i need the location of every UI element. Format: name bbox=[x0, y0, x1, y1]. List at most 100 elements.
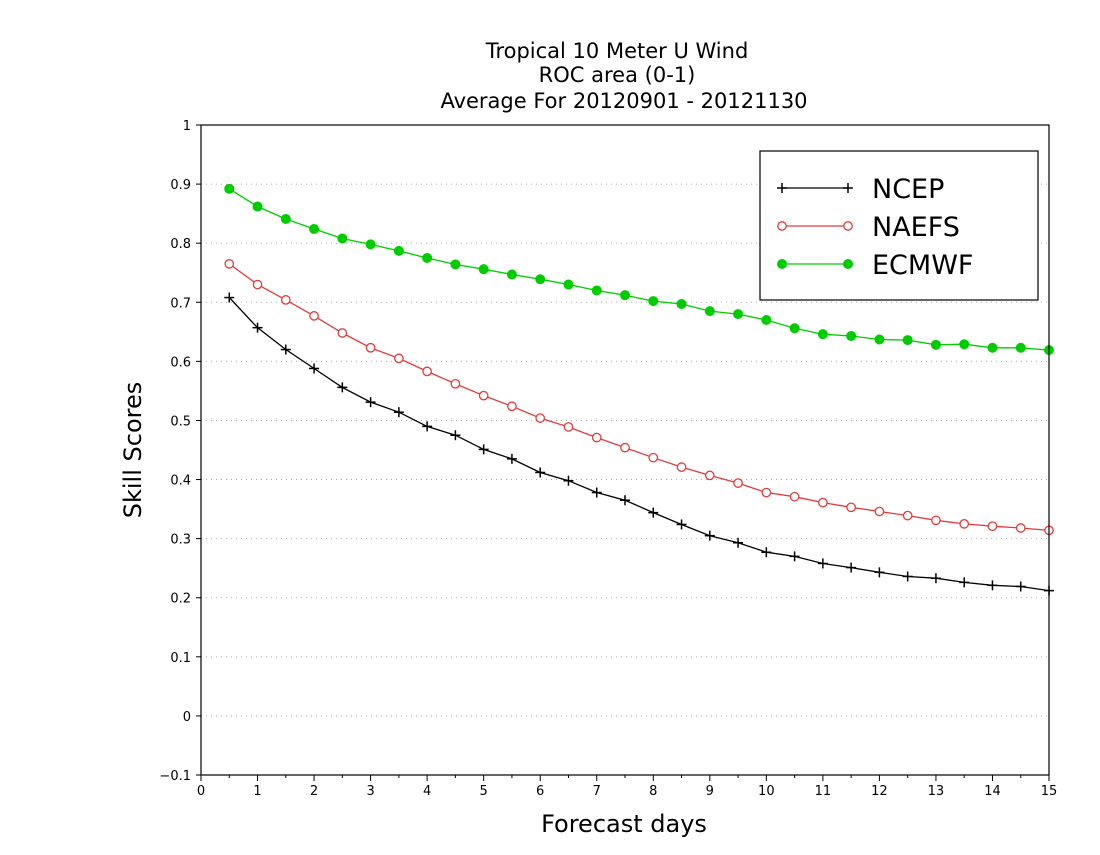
x-tick-label: 15 bbox=[1041, 784, 1058, 799]
legend-item-naefs: NAEFS bbox=[777, 212, 960, 243]
legend-marker bbox=[777, 259, 787, 269]
series-ncep bbox=[224, 292, 1054, 596]
data-point-naefs bbox=[507, 401, 517, 412]
data-point-naefs bbox=[846, 502, 856, 513]
data-point-ecmwf bbox=[535, 274, 546, 285]
data-point-ecmwf bbox=[393, 245, 404, 256]
data-point-ncep bbox=[422, 421, 433, 432]
x-tick-label: 2 bbox=[310, 784, 318, 799]
y-tick-label: 0.9 bbox=[170, 178, 191, 193]
data-point-naefs bbox=[365, 342, 376, 353]
y-tick-label: 0.7 bbox=[170, 296, 191, 311]
data-point-naefs bbox=[620, 442, 630, 453]
data-point-ncep bbox=[563, 475, 574, 486]
data-point-naefs bbox=[987, 521, 998, 532]
data-point-ncep bbox=[959, 577, 970, 588]
data-point-naefs bbox=[874, 506, 885, 517]
data-point-ecmwf bbox=[422, 252, 433, 263]
data-point-ncep bbox=[648, 507, 659, 518]
y-axis-title: Skill Scores bbox=[119, 382, 147, 519]
x-tick-label: 6 bbox=[536, 784, 544, 799]
legend-marker bbox=[843, 221, 853, 231]
x-tick-label: 4 bbox=[423, 784, 431, 799]
data-point-naefs bbox=[422, 366, 432, 377]
data-point-ecmwf bbox=[704, 306, 715, 317]
data-point-naefs bbox=[733, 478, 743, 488]
data-point-ncep bbox=[280, 344, 291, 355]
data-point-ecmwf bbox=[902, 335, 913, 346]
data-point-naefs bbox=[591, 432, 602, 443]
x-tick-label: 0 bbox=[197, 784, 205, 799]
data-point-naefs bbox=[902, 510, 913, 521]
legend-marker bbox=[843, 183, 853, 193]
data-point-naefs bbox=[535, 413, 546, 423]
x-tick-label: 1 bbox=[253, 784, 261, 799]
y-tick-label: 0.5 bbox=[170, 414, 191, 429]
data-point-ncep bbox=[1015, 581, 1026, 592]
data-point-ecmwf bbox=[506, 269, 517, 280]
legend-item-ecmwf: ECMWF bbox=[777, 250, 973, 281]
y-tick-label: 0.3 bbox=[170, 533, 191, 548]
chart-title-line-1: Tropical 10 Meter U Wind bbox=[485, 39, 749, 63]
legend-marker bbox=[843, 259, 853, 269]
x-tick-label: 5 bbox=[480, 784, 488, 799]
data-point-ecmwf bbox=[817, 329, 828, 340]
legend-marker bbox=[777, 183, 787, 193]
data-point-ncep bbox=[704, 530, 715, 541]
data-point-ecmwf bbox=[1015, 342, 1026, 353]
data-point-naefs bbox=[450, 378, 461, 389]
data-point-ecmwf bbox=[309, 224, 320, 234]
data-point-ecmwf bbox=[733, 309, 744, 320]
data-point-ncep bbox=[789, 551, 800, 562]
data-point-ncep bbox=[846, 562, 857, 573]
series-lines bbox=[224, 183, 1054, 596]
data-point-ecmwf bbox=[478, 264, 489, 275]
data-point-ecmwf bbox=[365, 239, 376, 250]
data-point-ecmwf bbox=[648, 296, 659, 307]
data-point-ecmwf bbox=[620, 290, 630, 301]
series-line-naefs bbox=[228, 263, 1050, 532]
data-point-ncep bbox=[817, 558, 828, 569]
legend-marker bbox=[777, 221, 787, 231]
data-point-naefs bbox=[648, 452, 659, 463]
x-tick-label: 8 bbox=[649, 784, 657, 799]
data-point-naefs bbox=[931, 515, 941, 526]
data-point-naefs bbox=[252, 279, 263, 290]
data-point-ncep bbox=[902, 571, 913, 582]
x-axis-title: Forecast days bbox=[541, 810, 707, 838]
data-point-ecmwf bbox=[959, 339, 970, 350]
legend-label-ncep: NCEP bbox=[872, 174, 944, 205]
data-point-ncep bbox=[506, 453, 517, 464]
x-tick-label: 14 bbox=[984, 784, 1001, 799]
x-tick-label: 10 bbox=[758, 784, 775, 799]
data-point-naefs bbox=[761, 487, 772, 498]
data-point-ecmwf bbox=[930, 339, 941, 350]
y-tick-label: 0.2 bbox=[170, 592, 191, 607]
y-tick-label: 0 bbox=[183, 710, 191, 725]
data-point-naefs bbox=[394, 353, 404, 364]
data-point-ncep bbox=[987, 580, 998, 591]
data-point-naefs bbox=[1015, 523, 1026, 533]
data-point-ncep bbox=[337, 382, 348, 393]
data-point-ncep bbox=[535, 467, 546, 478]
data-point-ncep bbox=[478, 444, 489, 455]
y-tick-label: 1 bbox=[183, 119, 191, 134]
data-point-ncep bbox=[309, 363, 320, 374]
data-point-ncep bbox=[620, 495, 630, 506]
x-tick-label: 13 bbox=[928, 784, 945, 799]
x-tick-label: 9 bbox=[706, 784, 714, 799]
data-point-ecmwf bbox=[987, 342, 998, 353]
y-tick-label: 0.4 bbox=[170, 474, 191, 489]
legend-label-naefs: NAEFS bbox=[872, 212, 960, 243]
data-point-ecmwf bbox=[789, 323, 800, 334]
x-tick-label: 11 bbox=[815, 784, 832, 799]
data-point-ecmwf bbox=[591, 285, 602, 296]
data-point-ncep bbox=[450, 430, 461, 441]
y-tick-label: −0.1 bbox=[159, 769, 191, 784]
data-point-naefs bbox=[280, 295, 291, 305]
data-point-naefs bbox=[224, 259, 235, 269]
data-point-ecmwf bbox=[676, 299, 687, 310]
data-point-ecmwf bbox=[874, 334, 885, 345]
x-tick-label: 3 bbox=[366, 784, 374, 799]
